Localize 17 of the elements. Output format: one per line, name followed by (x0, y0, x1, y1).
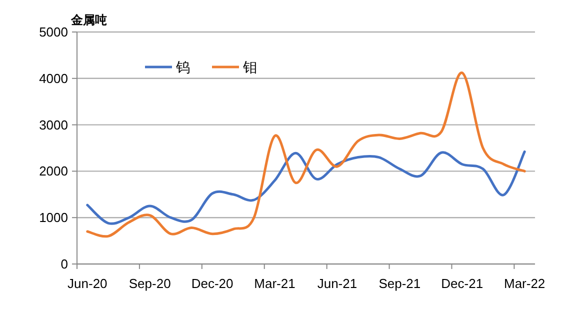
y-tick-label: 4000 (39, 70, 68, 86)
y-tick-label: 1000 (39, 210, 68, 226)
x-tick-label: Sep-21 (378, 276, 421, 291)
y-tick-label: 2000 (39, 164, 68, 179)
y-tick-label: 0 (60, 256, 68, 272)
x-tick-label: Mar-22 (504, 276, 546, 291)
x-tick-label: Jun-20 (68, 276, 108, 291)
y-tick-label: 3000 (39, 117, 68, 132)
x-tick-label: Sep-20 (128, 276, 171, 291)
legend-label: 钼 (242, 59, 257, 75)
x-tick-label: Dec-20 (191, 276, 234, 291)
x-tick-label: Mar-21 (254, 276, 296, 291)
x-tick-label: Jun-21 (317, 276, 358, 291)
y-axis-title: 金属吨 (70, 13, 107, 27)
x-tick-label: Dec-21 (441, 276, 484, 291)
y-tick-label: 5000 (39, 24, 68, 40)
legend-label: 钨 (175, 59, 190, 75)
